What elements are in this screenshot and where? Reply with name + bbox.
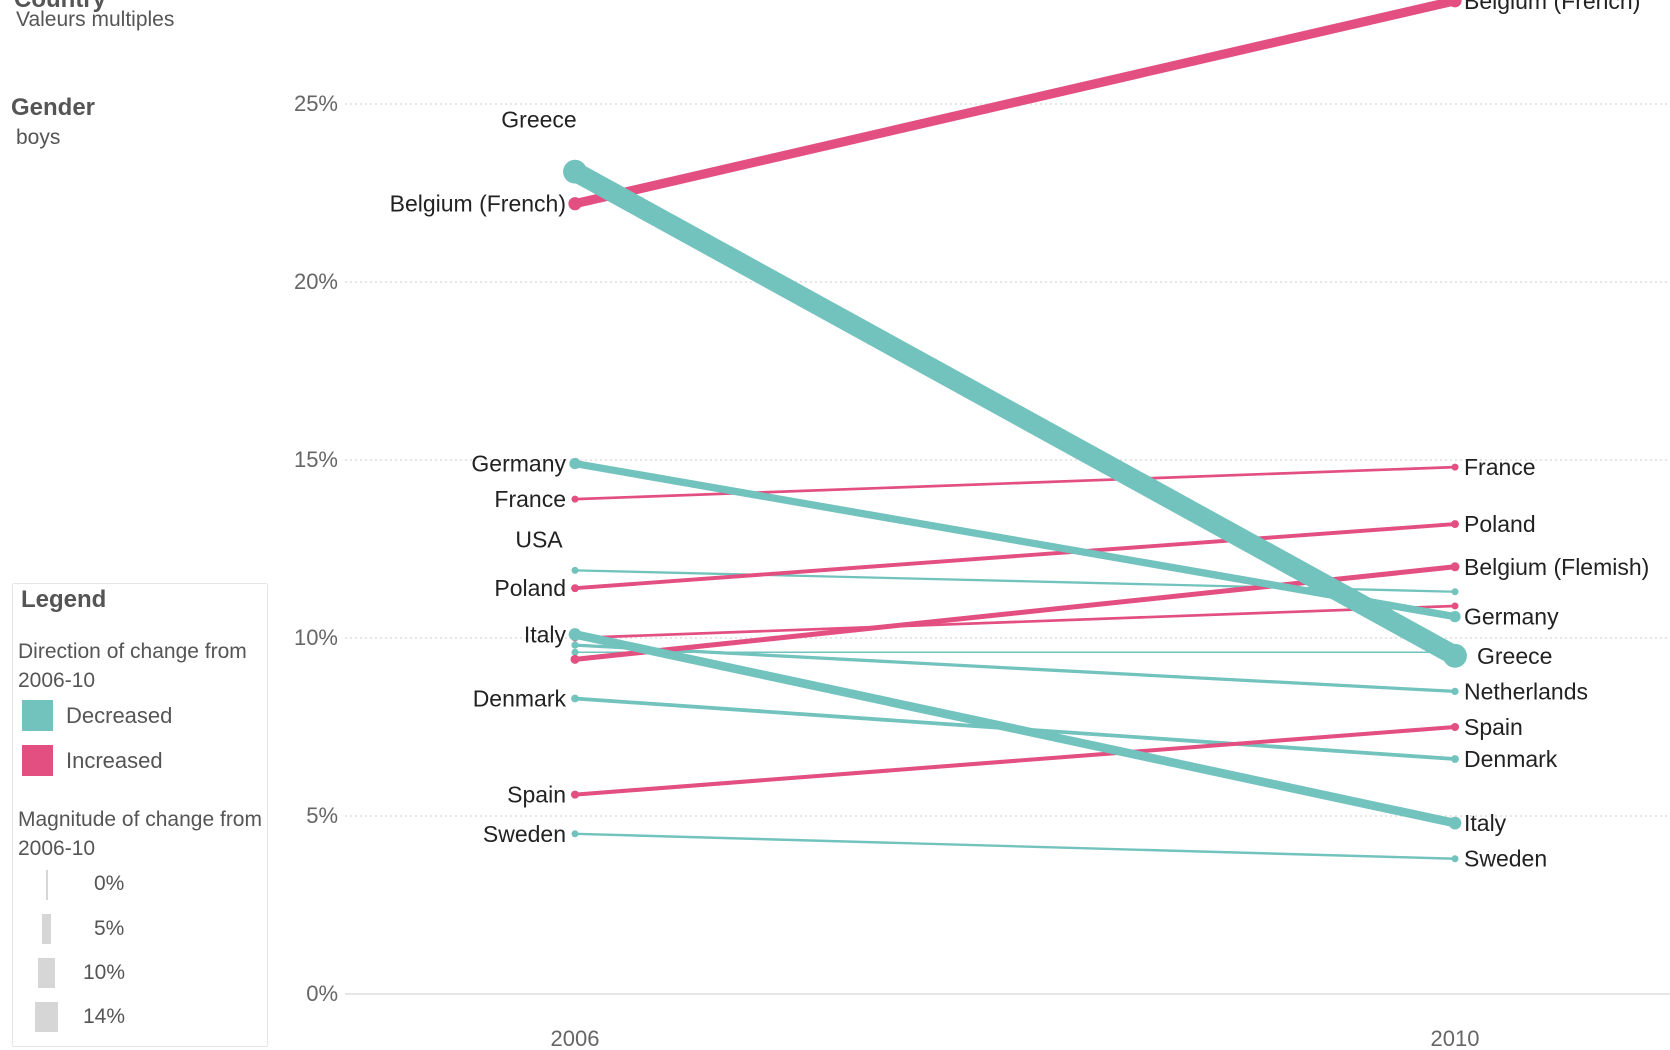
magnitude-label-14: 14%	[83, 1005, 126, 1028]
series-line	[574, 604, 1456, 640]
series-label: Denmark	[1464, 746, 1558, 772]
magnitude-bar-10	[38, 958, 55, 988]
series-label: Denmark	[473, 686, 567, 712]
legend-decreased-swatch	[22, 700, 53, 731]
series-line	[574, 643, 1456, 694]
series-line	[574, 630, 1456, 828]
gender-filter-value[interactable]: boys	[16, 126, 61, 149]
y-tick-label: 5%	[306, 803, 338, 828]
series-label: Sweden	[483, 821, 566, 847]
data-point	[1451, 687, 1459, 696]
magnitude-label-10: 10%	[83, 961, 126, 984]
series-label: Italy	[524, 621, 567, 647]
data-point	[571, 495, 579, 503]
magnitude-bar-5	[42, 914, 51, 944]
data-point	[1451, 463, 1459, 471]
y-tick-label: 0%	[306, 981, 338, 1006]
data-point	[1449, 610, 1461, 623]
series-label: Belgium (Flemish)	[1464, 554, 1649, 580]
legend-increased-swatch	[22, 745, 53, 776]
series-label: Poland	[1464, 511, 1536, 537]
y-tick-label: 10%	[294, 625, 338, 650]
legend-title: Legend	[21, 586, 107, 613]
data-point	[563, 159, 587, 184]
data-point	[1448, 0, 1462, 8]
series-line	[573, 0, 1457, 209]
y-tick-label: 15%	[294, 447, 338, 472]
magnitude-label-5: 5%	[94, 917, 125, 940]
y-tick-label: 20%	[294, 269, 338, 294]
data-point	[1443, 643, 1467, 668]
data-point	[1451, 602, 1459, 610]
country-filter-value[interactable]: Valeurs multiples	[16, 8, 175, 31]
data-point	[1448, 816, 1462, 830]
data-point	[1451, 855, 1459, 863]
series-line	[574, 522, 1456, 591]
series-label: Spain	[1464, 714, 1523, 740]
series-label: Germany	[1464, 604, 1559, 630]
legend-decreased-label: Decreased	[66, 703, 173, 728]
series-label: Greece	[501, 107, 576, 133]
series-label: Germany	[471, 451, 566, 477]
series-label: Greece	[1477, 643, 1552, 669]
data-point	[1451, 588, 1459, 596]
y-tick-label: 25%	[294, 91, 338, 116]
series-label: Poland	[494, 575, 566, 601]
series-label: Italy	[1464, 810, 1507, 836]
data-point	[1450, 722, 1460, 732]
data-point	[571, 584, 579, 593]
legend-increased-label: Increased	[66, 748, 163, 773]
series-label: France	[494, 486, 566, 512]
series-label: France	[1464, 454, 1536, 480]
x-tick-label: 2010	[1431, 1026, 1480, 1050]
series-line	[574, 724, 1456, 797]
data-point	[571, 566, 579, 574]
legend-direction-title: Direction of change from 2006-10	[18, 640, 247, 692]
series-line	[574, 459, 1456, 621]
data-point	[571, 648, 579, 656]
series-label: Spain	[507, 782, 566, 808]
series-label: USA	[515, 526, 563, 552]
series-label: Sweden	[1464, 846, 1547, 872]
data-point	[1451, 755, 1459, 763]
data-point	[569, 457, 581, 470]
magnitude-bar-0	[46, 870, 48, 900]
series-label: Belgium (French)	[390, 191, 566, 217]
series-line	[570, 162, 1460, 665]
data-point	[571, 694, 579, 703]
data-point	[568, 628, 582, 641]
data-point	[571, 641, 579, 649]
series-label: Belgium (French)	[1464, 0, 1640, 14]
x-tick-label: 2006	[551, 1026, 600, 1050]
magnitude-label-0: 0%	[94, 872, 125, 895]
series-line	[574, 832, 1456, 860]
series-line	[574, 465, 1456, 501]
data-point	[570, 790, 580, 799]
data-point	[568, 197, 582, 211]
data-point	[571, 830, 579, 838]
data-point	[1451, 520, 1459, 529]
country-filter-title: Country	[14, 0, 106, 14]
data-point	[1450, 562, 1460, 572]
legend-magnitude-title: Magnitude of change from 2006-10	[18, 808, 262, 860]
magnitude-bar-14	[35, 1002, 58, 1032]
data-point	[570, 654, 580, 664]
series-label: Netherlands	[1464, 678, 1588, 704]
gender-filter-title: Gender	[11, 94, 96, 121]
